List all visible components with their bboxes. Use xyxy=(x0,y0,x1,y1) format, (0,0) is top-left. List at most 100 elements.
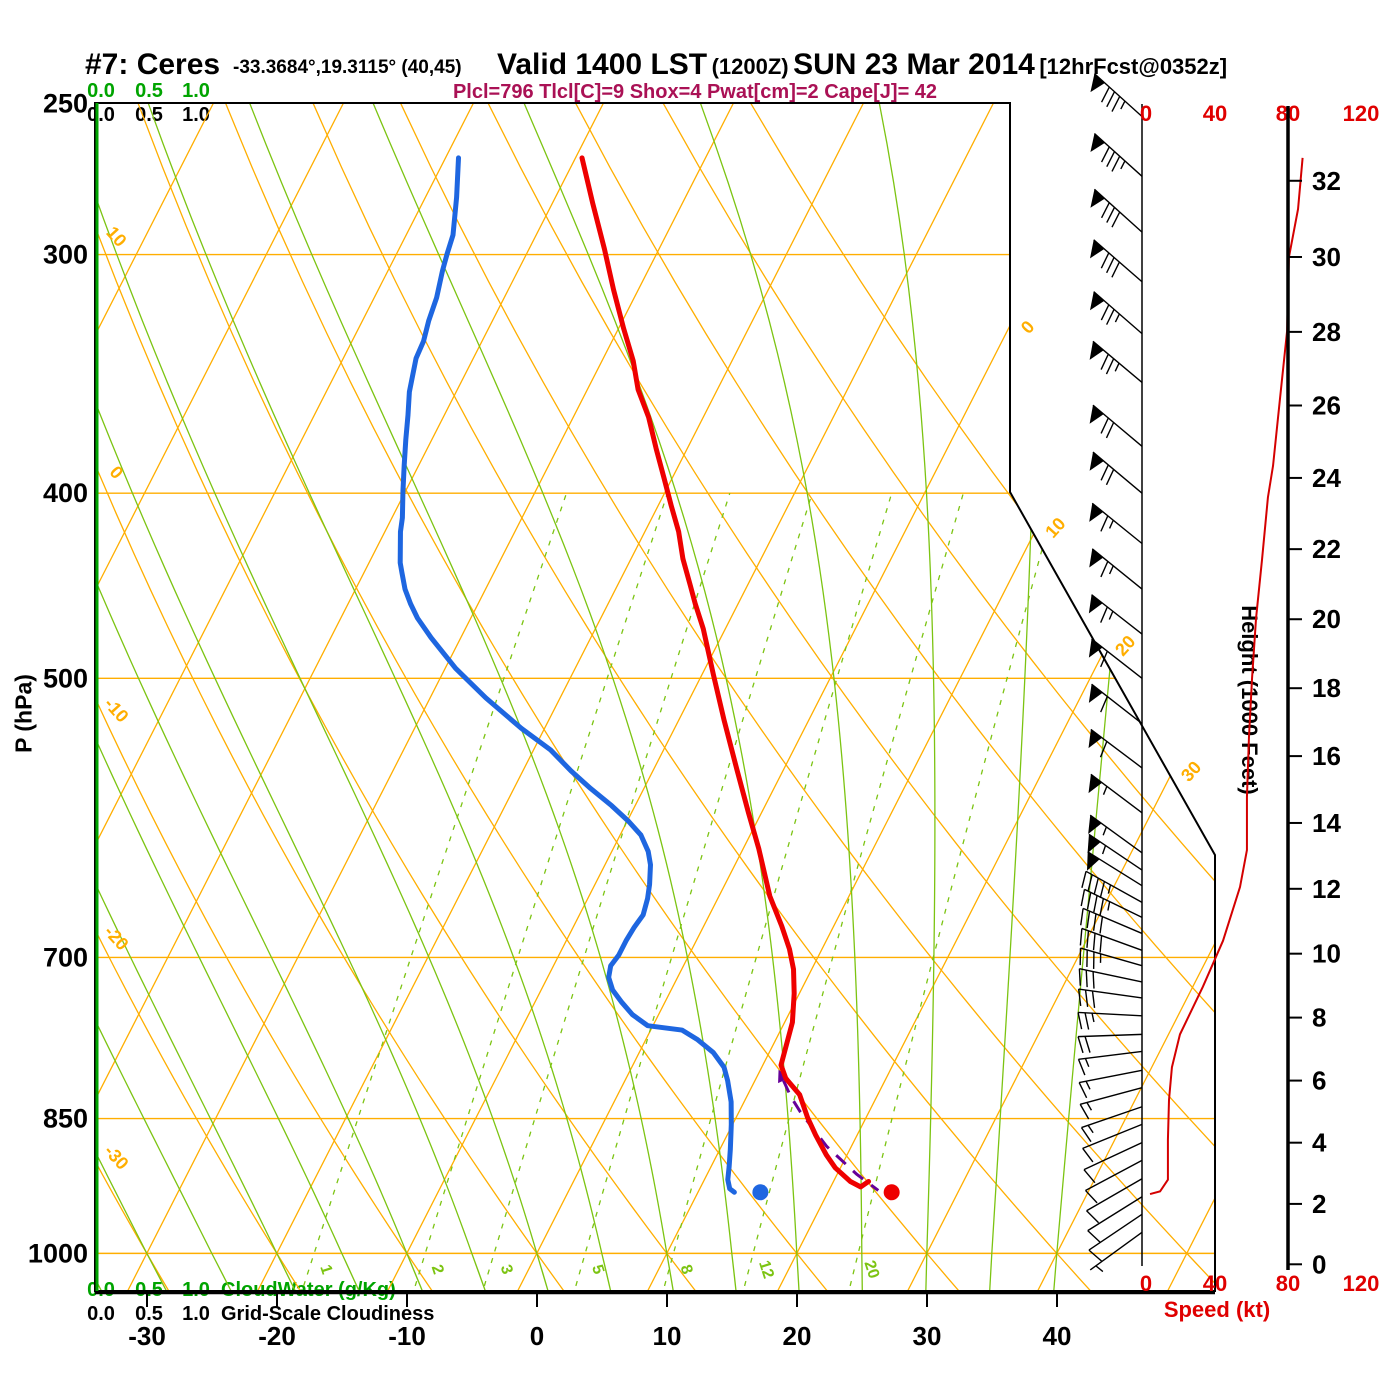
moist-adiabat-line xyxy=(988,103,1037,1291)
isotherm-line xyxy=(95,103,215,1291)
wind-barb xyxy=(1080,1106,1143,1143)
stability-parameters: Plcl=796 Tlcl[C]=9 Shox=4 Pwat[cm]=2 Cap… xyxy=(452,81,938,103)
height-tick-label: 16 xyxy=(1312,741,1341,771)
wind-barb xyxy=(1077,1011,1143,1030)
wind-barb xyxy=(1079,947,1143,969)
isotherm-label: 30 xyxy=(1177,757,1205,785)
isotherm-label: 20 xyxy=(1111,631,1139,659)
cloudiness-scale-1-top: 1.0 xyxy=(182,104,210,126)
valid-time: Valid 1400 LST xyxy=(497,48,708,81)
isotherm-line xyxy=(777,103,1215,1291)
isotherm-line xyxy=(95,103,605,1291)
valid-time-row: Valid 1400 LST (1200Z) SUN 23 Mar 2014 [… xyxy=(497,48,1227,82)
mixing-ratio-label: 5 xyxy=(588,1263,607,1277)
wind-barb xyxy=(1090,188,1143,233)
wind-barb xyxy=(1080,888,1143,919)
pressure-tick-label: 700 xyxy=(43,942,88,972)
cloudiness-scale-05-top: 0.5 xyxy=(135,104,163,126)
wind-barb xyxy=(1088,773,1143,814)
height-tick-label: 28 xyxy=(1312,317,1341,347)
wind-barb xyxy=(1077,1050,1143,1076)
moist-adiabat-line xyxy=(523,103,800,1291)
moist-adiabat-line xyxy=(699,103,863,1291)
moist-adiabat-line xyxy=(147,103,612,1291)
wind-barb xyxy=(1089,340,1143,383)
height-tick-label: 8 xyxy=(1312,1003,1326,1033)
surface-temperature-dot xyxy=(883,1184,900,1201)
wind-barb xyxy=(1088,683,1143,725)
dry-adiabat-line xyxy=(95,103,567,1291)
isotherm-line xyxy=(257,103,865,1291)
moist-adiabat-line xyxy=(95,103,169,1291)
temperature-tick-label: 40 xyxy=(1043,1321,1072,1351)
dewpoint-curve xyxy=(397,155,737,1195)
speed-tick-label: 120 xyxy=(1343,101,1380,126)
pressure-tick-label: 250 xyxy=(43,88,88,118)
wind-barb xyxy=(1078,968,1143,989)
surface-dewpoint-dot xyxy=(752,1184,769,1201)
wind-barb xyxy=(1084,1159,1143,1204)
isotherm-line xyxy=(1167,103,1215,1291)
wind-barb xyxy=(1077,988,1143,1008)
dry-adiabat-line xyxy=(575,103,1215,1291)
isotherm-line xyxy=(517,103,1125,1291)
cloudwater-scale-05-top: 0.5 xyxy=(135,80,163,102)
dry-adiabat-label: -30 xyxy=(100,1141,132,1174)
mixing-ratio-label: 1 xyxy=(316,1263,335,1277)
plot-border xyxy=(94,102,1216,1292)
height-tick-label: 6 xyxy=(1312,1066,1326,1096)
wind-barb xyxy=(1089,451,1143,494)
speed-axis-label: Speed (kt) xyxy=(1163,1297,1271,1322)
wind-barb xyxy=(1077,1033,1143,1054)
wind-barb xyxy=(1081,870,1143,903)
moist-adiabat-line xyxy=(372,103,737,1291)
speed-tick-label: 40 xyxy=(1203,1271,1227,1296)
dry-adiabat-line xyxy=(750,103,1215,1291)
wind-barb xyxy=(1086,1178,1143,1224)
skewt-grid xyxy=(95,103,1215,1291)
wind-barb xyxy=(1087,833,1143,871)
wind-barb xyxy=(1089,548,1143,590)
mixing-ratio-label: 8 xyxy=(677,1263,696,1277)
mixing-ratio-label: 3 xyxy=(497,1263,516,1277)
page-title: #7: Ceres xyxy=(85,48,221,81)
moist-adiabat-line xyxy=(878,103,936,1291)
moist-adiabat-line xyxy=(95,103,550,1291)
dry-adiabat-line xyxy=(662,103,1215,1291)
isotherm-line xyxy=(1037,103,1215,1291)
height-tick-label: 0 xyxy=(1312,1249,1326,1279)
wind-barb xyxy=(1079,1087,1143,1120)
mixing-ratio-line xyxy=(663,493,893,1287)
wind-barb xyxy=(1086,851,1143,887)
wind-barb xyxy=(1089,502,1143,545)
cloudiness-axis-label: Grid-Scale Cloudiness xyxy=(221,1303,435,1325)
cloudwater-scale-1-top: 1.0 xyxy=(182,80,210,102)
pressure-tick-label: 1000 xyxy=(28,1238,88,1268)
cloudiness-scale-05-bottom: 0.5 xyxy=(135,1303,163,1325)
cloudiness-scale-1-bottom: 1.0 xyxy=(182,1303,210,1325)
mixing-ratio-line xyxy=(743,493,964,1287)
mixing-ratio-label: 20 xyxy=(860,1259,882,1281)
mixing-ratio-line xyxy=(303,493,568,1287)
wind-barb xyxy=(1088,728,1143,769)
pressure-tick-label: 400 xyxy=(43,478,88,508)
wind-barbs-group xyxy=(1077,73,1143,1273)
wind-barb xyxy=(1090,239,1143,283)
pressure-tick-label: 850 xyxy=(43,1104,88,1134)
mixing-ratio-line xyxy=(483,493,731,1287)
pressure-tick-label: 300 xyxy=(43,240,88,270)
wind-barb xyxy=(1080,907,1143,935)
cloudiness-scale-0-bottom: 0.0 xyxy=(87,1303,115,1325)
temperature-tick-label: 20 xyxy=(783,1321,812,1351)
wind-barb xyxy=(1083,1141,1143,1184)
temperature-tick-label: -10 xyxy=(388,1321,426,1351)
wind-barb xyxy=(1082,1123,1143,1163)
temperature-tick-label: 10 xyxy=(653,1321,682,1351)
height-tick-label: 18 xyxy=(1312,673,1341,703)
height-tick-label: 12 xyxy=(1312,874,1341,904)
isotherm-line xyxy=(127,103,735,1291)
temperature-curve xyxy=(579,155,872,1190)
dry-adiabat-label: -10 xyxy=(100,694,132,727)
